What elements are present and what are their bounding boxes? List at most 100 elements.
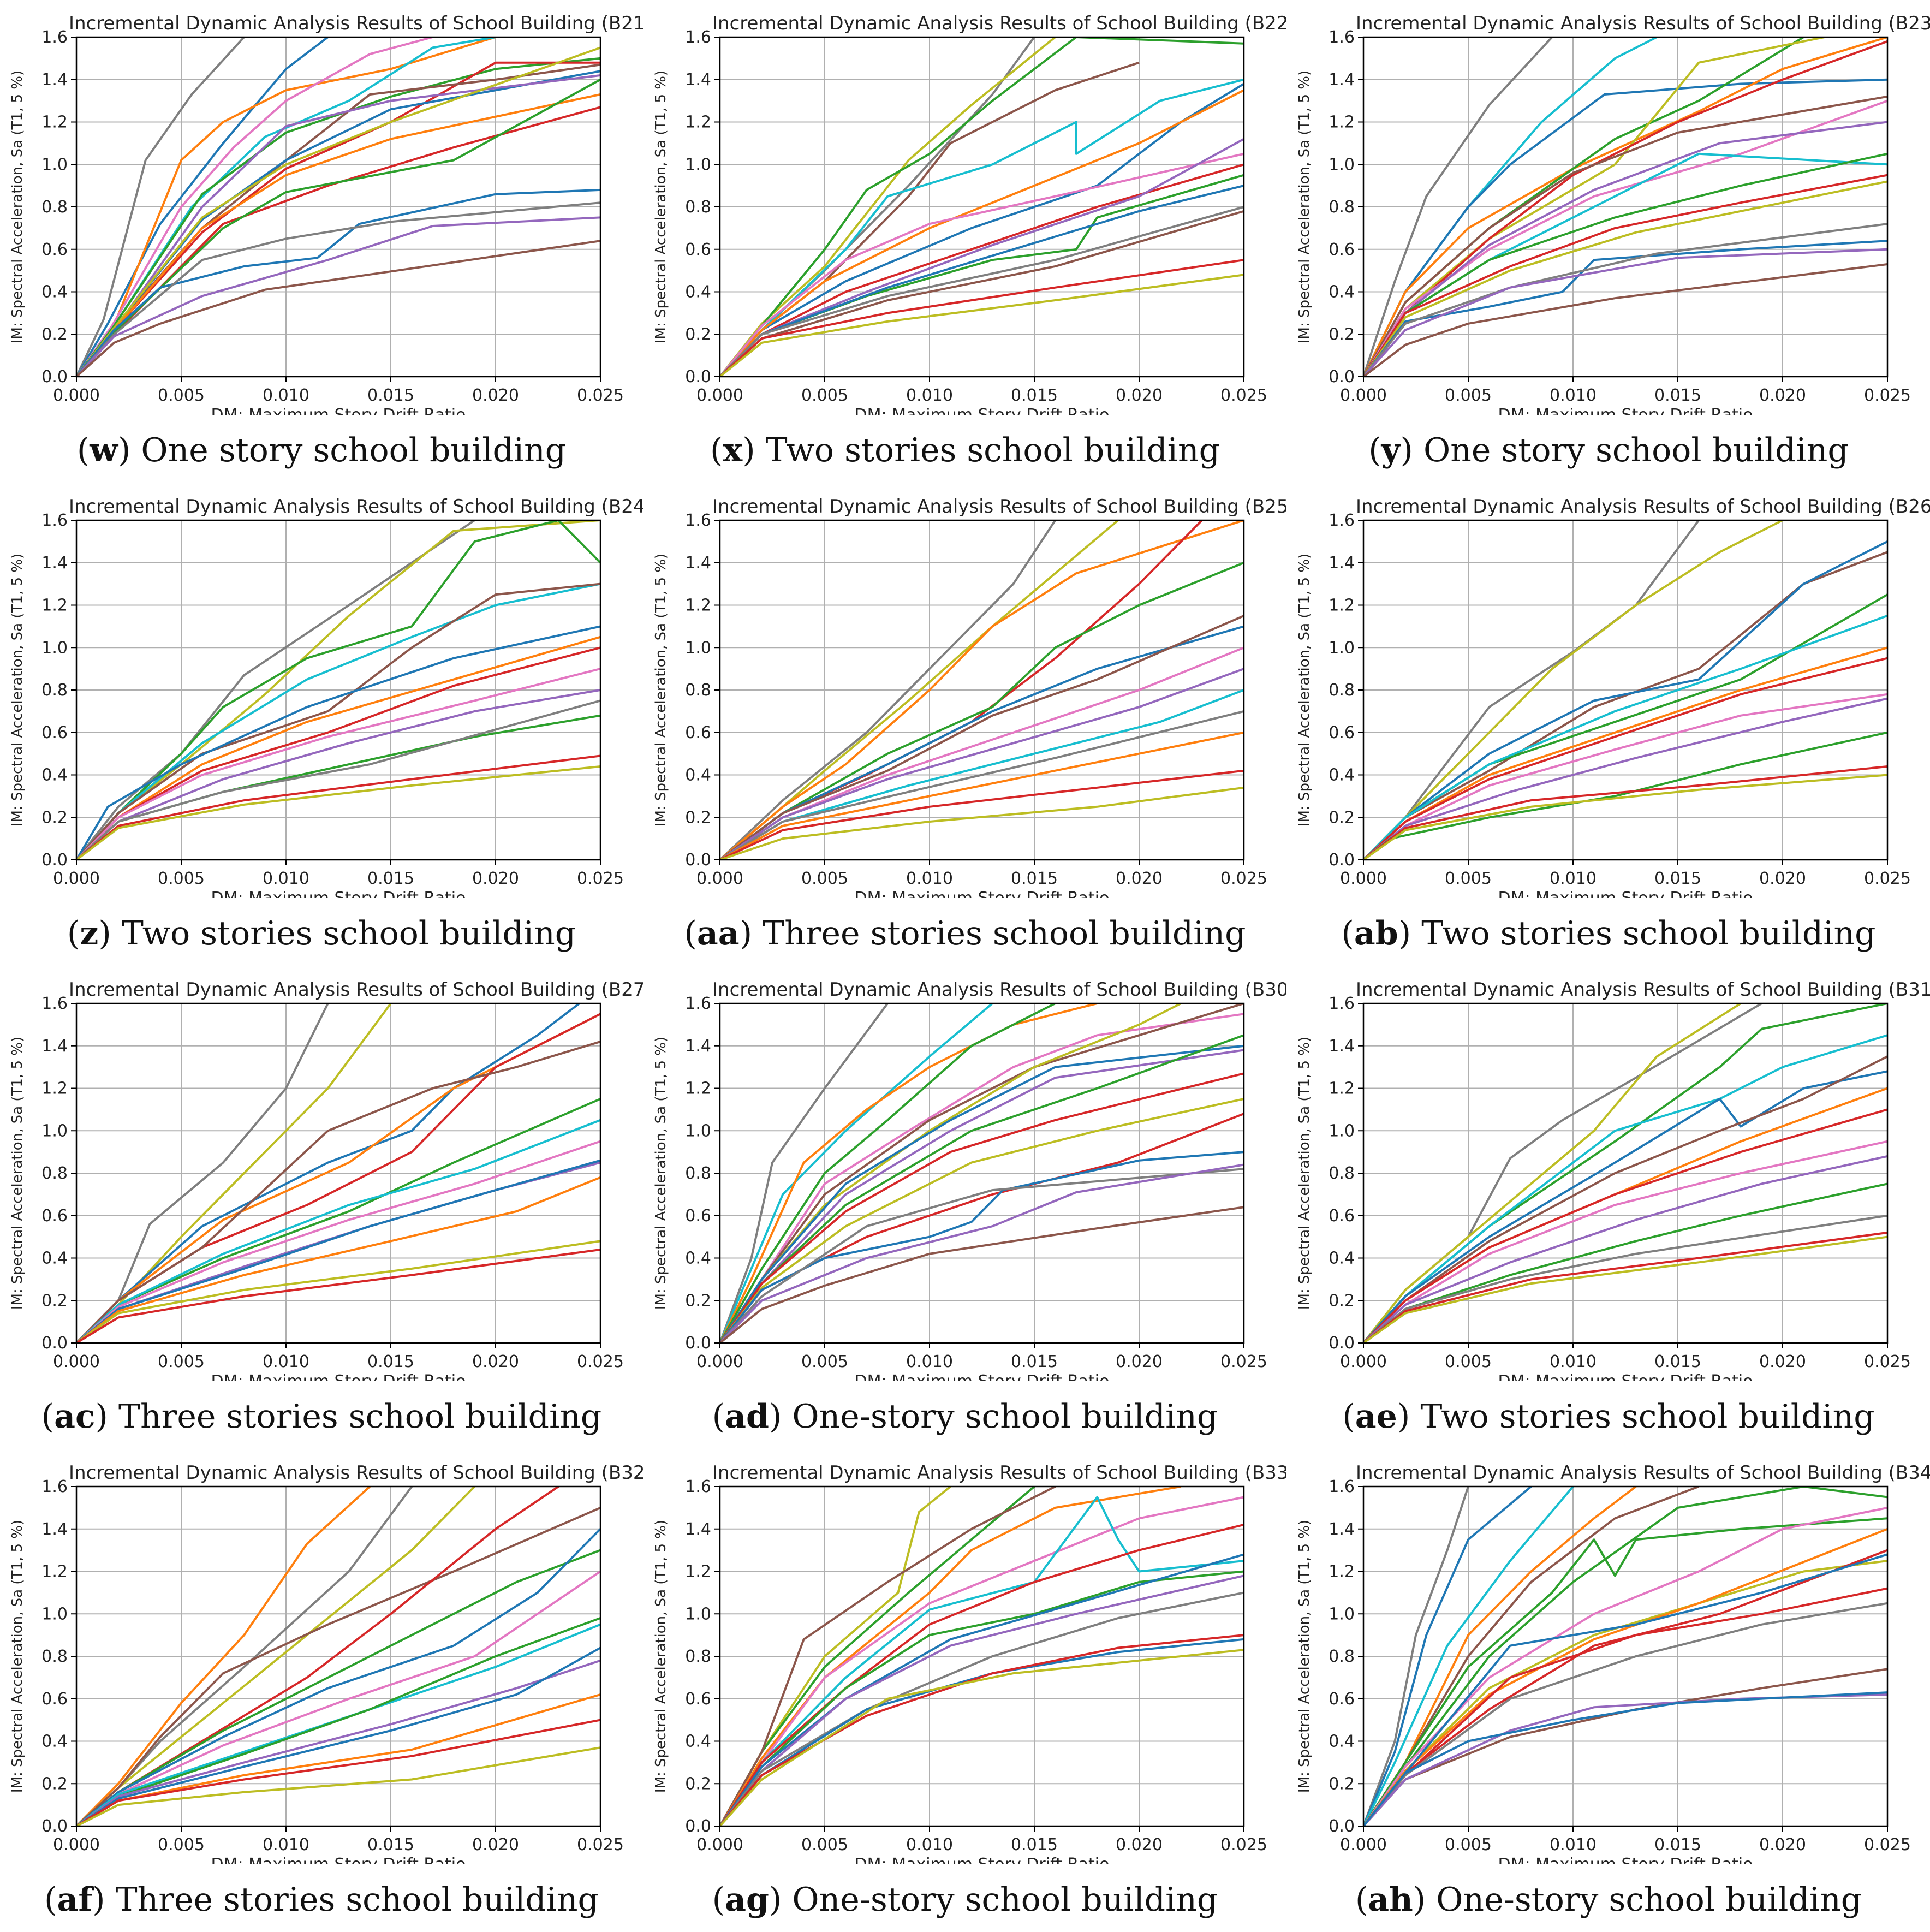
caption-letter: aa — [696, 914, 740, 953]
chart-panel-b33: Incremental Dynamic Analysis Results of … — [644, 1449, 1286, 1932]
y-tick-label: 0.8 — [685, 198, 711, 217]
series-line-11 — [76, 1159, 600, 1343]
x-tick-label: 0.020 — [1116, 1352, 1163, 1371]
series-line-1 — [720, 520, 1057, 860]
y-tick-label: 1.4 — [1329, 1520, 1355, 1539]
caption-paren-close: ) — [739, 914, 763, 953]
x-tick-label: 0.005 — [801, 386, 848, 405]
y-axis-label: IM: Spectral Acceleration, Sa (T1, 5 %) — [1296, 554, 1313, 827]
y-tick-label: 0.0 — [41, 367, 68, 387]
series-line-6 — [76, 1041, 600, 1343]
y-tick-label: 0.8 — [685, 1164, 711, 1183]
y-tick-label: 1.6 — [685, 28, 711, 47]
series-line-14 — [720, 1151, 1244, 1343]
series-line-7 — [76, 635, 600, 860]
series-line-13 — [720, 769, 1244, 860]
series-line-18 — [76, 240, 600, 377]
x-tick-label: 0.000 — [696, 869, 743, 888]
series-line-13 — [1363, 774, 1887, 860]
y-tick-label: 1.6 — [1329, 28, 1355, 47]
x-tick-label: 0.005 — [1445, 1352, 1492, 1371]
y-tick-label: 0.8 — [41, 1647, 68, 1666]
series-line-5 — [76, 1013, 600, 1343]
caption-letter: ac — [54, 1398, 96, 1436]
caption-text: One-story school building — [1436, 1881, 1862, 1919]
y-tick-label: 1.0 — [41, 1604, 68, 1624]
x-tick-label: 0.020 — [472, 386, 519, 405]
y-tick-label: 0.0 — [685, 1817, 711, 1836]
series-line-8 — [76, 1119, 600, 1343]
chart-title: Incremental Dynamic Analysis Results of … — [712, 1462, 1286, 1484]
series-line-17 — [1363, 248, 1887, 377]
x-tick-label: 0.020 — [1759, 869, 1806, 888]
y-tick-label: 0.0 — [685, 1334, 711, 1353]
y-tick-label: 1.0 — [685, 638, 711, 657]
x-tick-label: 0.015 — [1654, 869, 1701, 888]
chart-title: Incremental Dynamic Analysis Results of … — [69, 979, 643, 1001]
caption-paren-close: ) — [92, 1881, 116, 1919]
y-tick-label: 1.6 — [685, 1477, 711, 1496]
x-tick-label: 0.005 — [1445, 1835, 1492, 1854]
y-tick-label: 0.4 — [685, 1732, 711, 1751]
panel-caption: (z) Two stories school building — [0, 914, 643, 953]
series-line-11 — [720, 710, 1244, 860]
series-line-8 — [76, 646, 600, 860]
y-tick-label: 1.4 — [41, 70, 68, 90]
chart-b32: Incremental Dynamic Analysis Results of … — [9, 1462, 643, 1864]
y-axis-label: IM: Spectral Acceleration, Sa (T1, 5 %) — [1296, 70, 1313, 343]
chart-b21: Incremental Dynamic Analysis Results of … — [9, 13, 643, 415]
axes-frame — [719, 1485, 1245, 1827]
series-line-8 — [720, 1044, 1244, 1343]
x-tick-label: 0.020 — [1759, 1352, 1806, 1371]
y-tick-label: 1.2 — [1329, 1079, 1355, 1098]
x-tick-label: 0.015 — [1654, 386, 1701, 405]
x-tick-label: 0.010 — [263, 386, 309, 405]
series-line-14 — [1363, 1235, 1887, 1343]
y-tick-label: 0.8 — [685, 1647, 711, 1666]
axes-frame — [75, 1485, 601, 1827]
caption-paren-close: ) — [1413, 1881, 1437, 1919]
y-tick-label: 0.0 — [41, 1817, 68, 1836]
caption-text: Three stories school building — [115, 1881, 599, 1919]
y-tick-label: 1.4 — [685, 1520, 711, 1539]
y-tick-label: 1.2 — [685, 1079, 711, 1098]
axes-frame — [1362, 1485, 1889, 1827]
x-tick-label: 0.000 — [1340, 386, 1387, 405]
x-tick-label: 0.020 — [1759, 1835, 1806, 1854]
caption-text: One story school building — [141, 431, 567, 469]
x-tick-label: 0.005 — [158, 1352, 205, 1371]
chart-b23: Incremental Dynamic Analysis Results of … — [1296, 13, 1930, 415]
caption-text: Three stories school building — [118, 1398, 602, 1436]
chart-b34: Incremental Dynamic Analysis Results of … — [1296, 1462, 1930, 1864]
chart-b22: Incremental Dynamic Analysis Results of … — [653, 13, 1286, 415]
series-line-1 — [1363, 37, 1553, 377]
x-tick-label: 0.010 — [1550, 869, 1597, 888]
caption-paren-open: ( — [1341, 914, 1354, 953]
series-line-5 — [1363, 1070, 1887, 1343]
y-tick-label: 1.6 — [1329, 1477, 1355, 1496]
x-tick-label: 0.020 — [472, 869, 519, 888]
series-line-10 — [720, 1034, 1244, 1343]
y-tick-label: 0.0 — [1329, 1817, 1355, 1836]
series-group — [76, 1487, 600, 1826]
x-tick-label: 0.010 — [263, 1835, 309, 1854]
series-line-11 — [720, 1591, 1244, 1826]
x-tick-label: 0.015 — [1654, 1835, 1701, 1854]
y-tick-label: 0.4 — [41, 1732, 68, 1751]
chart-panel-b25: Incremental Dynamic Analysis Results of … — [644, 483, 1286, 966]
caption-paren-close: ) — [769, 1881, 793, 1919]
y-tick-label: 0.6 — [1329, 1206, 1355, 1226]
x-axis-label: DM; Maximum Story Drift Ratio — [211, 406, 466, 415]
y-tick-label: 1.6 — [41, 28, 68, 47]
y-tick-label: 0.8 — [41, 198, 68, 217]
x-tick-label: 0.025 — [577, 1835, 624, 1854]
series-line-8 — [1363, 657, 1887, 860]
series-line-8 — [1363, 1108, 1887, 1343]
x-tick-label: 0.020 — [1116, 869, 1163, 888]
x-tick-label: 0.025 — [1864, 1352, 1911, 1371]
chart-title: Incremental Dynamic Analysis Results of … — [712, 13, 1286, 34]
y-tick-label: 0.4 — [685, 1249, 711, 1268]
y-axis-label: IM: Spectral Acceleration, Sa (T1, 5 %) — [1296, 1520, 1313, 1793]
caption-paren-close: ) — [1398, 914, 1422, 953]
series-line-13 — [76, 1240, 600, 1343]
